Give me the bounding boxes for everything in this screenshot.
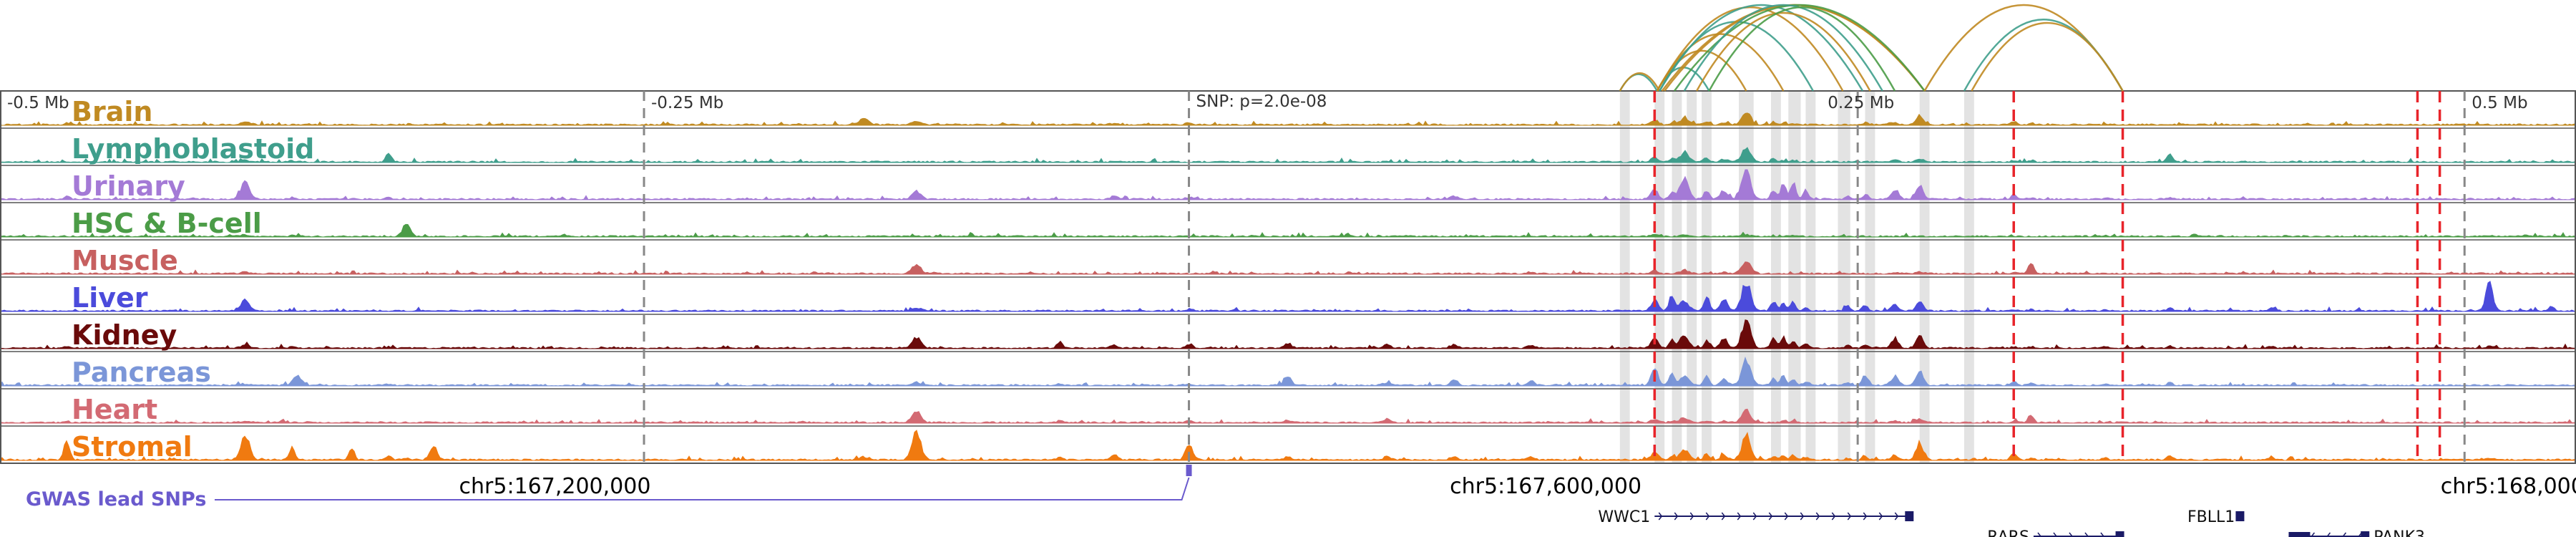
gene-exon	[1905, 511, 1914, 521]
strand-chevron	[1737, 512, 1742, 521]
strand-chevron	[1721, 512, 1726, 521]
strand-chevron	[1768, 512, 1773, 521]
track-label-lymphoblastoid: Lymphoblastoid	[72, 133, 314, 165]
track-label-stromal: Stromal	[72, 431, 192, 463]
signal-muscle	[0, 261, 2576, 275]
signal-pancreas	[0, 357, 2576, 387]
gwas-lead-snps: GWAS lead SNPs	[26, 465, 1192, 511]
strand-chevron	[1674, 512, 1679, 521]
track-label-kidney: Kidney	[72, 319, 177, 351]
strand-chevron	[2100, 532, 2104, 537]
distance-label: 0.25 Mb	[1828, 94, 1894, 112]
strand-chevron	[1752, 512, 1757, 521]
signal-stromal	[0, 430, 2576, 461]
strand-chevron	[1800, 512, 1805, 521]
distance-labels: -0.5 Mb -0.25 Mb 0.25 Mb 0.5 Mb	[7, 94, 2528, 112]
gwas-connector	[215, 477, 1190, 500]
loop-arc	[1619, 72, 1661, 92]
chromatin-loops	[1619, 4, 2124, 92]
gene-label-wwc1: WWC1	[1598, 508, 1650, 526]
track-label-muscle: Muscle	[72, 245, 178, 276]
gene-exon	[2235, 511, 2245, 521]
distance-label: -0.5 Mb	[7, 94, 69, 112]
strand-chevron	[2084, 532, 2089, 537]
dashed-markers	[643, 91, 2466, 463]
track-label-hsc-b-cell: HSC & B-cell	[72, 208, 262, 239]
coordinate-label: chr5:168,000,000	[2441, 474, 2576, 499]
signal-lymphoblastoid	[0, 147, 2576, 163]
loop-arc	[1656, 6, 1844, 92]
strand-chevron	[1878, 512, 1883, 521]
signal-tracks	[0, 112, 2576, 461]
strand-chevron	[1784, 512, 1789, 521]
signal-heart	[0, 408, 2576, 424]
strand-chevron	[1831, 512, 1836, 521]
signal-kidney	[0, 319, 2576, 349]
gwas-label: GWAS lead SNPs	[26, 488, 206, 511]
gene-exon	[2288, 532, 2311, 537]
coordinate-label: chr5:167,200,000	[459, 474, 651, 499]
track-label-urinary: Urinary	[72, 170, 185, 202]
gene-label-fbll1: FBLL1	[2187, 508, 2235, 526]
distance-label: 0.5 Mb	[2472, 94, 2527, 112]
strand-chevron	[2326, 532, 2331, 537]
strand-chevron	[1863, 512, 1868, 521]
track-label-heart: Heart	[72, 394, 157, 425]
coordinate-label: chr5:167,600,000	[1450, 474, 1641, 499]
loop-arc	[1659, 4, 1864, 92]
track-frames	[0, 90, 2576, 464]
strand-chevron	[2311, 532, 2316, 537]
loop-arc	[1708, 6, 1896, 92]
gene-annotations: WWC1 FBLL1 RARS PANK3	[1598, 508, 2425, 537]
strand-chevron	[2342, 532, 2347, 537]
signal-brain	[0, 112, 2576, 126]
signal-hsc-b-cell	[0, 223, 2576, 238]
strand-chevron	[1894, 512, 1899, 521]
strand-chevron	[2053, 532, 2057, 537]
gene-exon	[2115, 531, 2124, 537]
track-label-brain: Brain	[72, 96, 152, 127]
loop-arc	[1656, 33, 1785, 92]
loop-arc	[1673, 4, 1926, 92]
strand-chevron	[1658, 512, 1663, 521]
loop-arc	[1971, 21, 2124, 92]
gene-exon	[2361, 531, 2370, 537]
coordinate-labels: chr5:167,200,000 chr5:167,600,000 chr5:168…	[459, 474, 2576, 499]
strand-chevron	[2358, 532, 2363, 537]
strand-chevron	[2069, 532, 2073, 537]
strand-chevron	[1689, 512, 1694, 521]
distance-label: -0.25 Mb	[651, 94, 723, 112]
track-labels: Brain Lymphoblastoid Urinary HSC & B-cell Mu…	[72, 96, 314, 463]
gene-label-pank3: PANK3	[2373, 528, 2425, 537]
strand-chevron	[1847, 512, 1852, 521]
signal-liver	[0, 281, 2576, 312]
gwas-snp-marker	[1186, 465, 1192, 476]
strand-chevron	[1705, 512, 1710, 521]
gene-label-rars: RARS	[1987, 528, 2029, 537]
loop-arc	[1696, 11, 1871, 92]
track-label-liver: Liver	[72, 282, 148, 314]
snp-label: SNP: p=2.0e-08	[1196, 92, 1327, 111]
strand-chevron	[2037, 532, 2041, 537]
signal-urinary	[0, 169, 2576, 200]
loop-arc	[1683, 4, 1883, 92]
track-label-pancreas: Pancreas	[72, 357, 211, 388]
strand-chevron	[1815, 512, 1820, 521]
